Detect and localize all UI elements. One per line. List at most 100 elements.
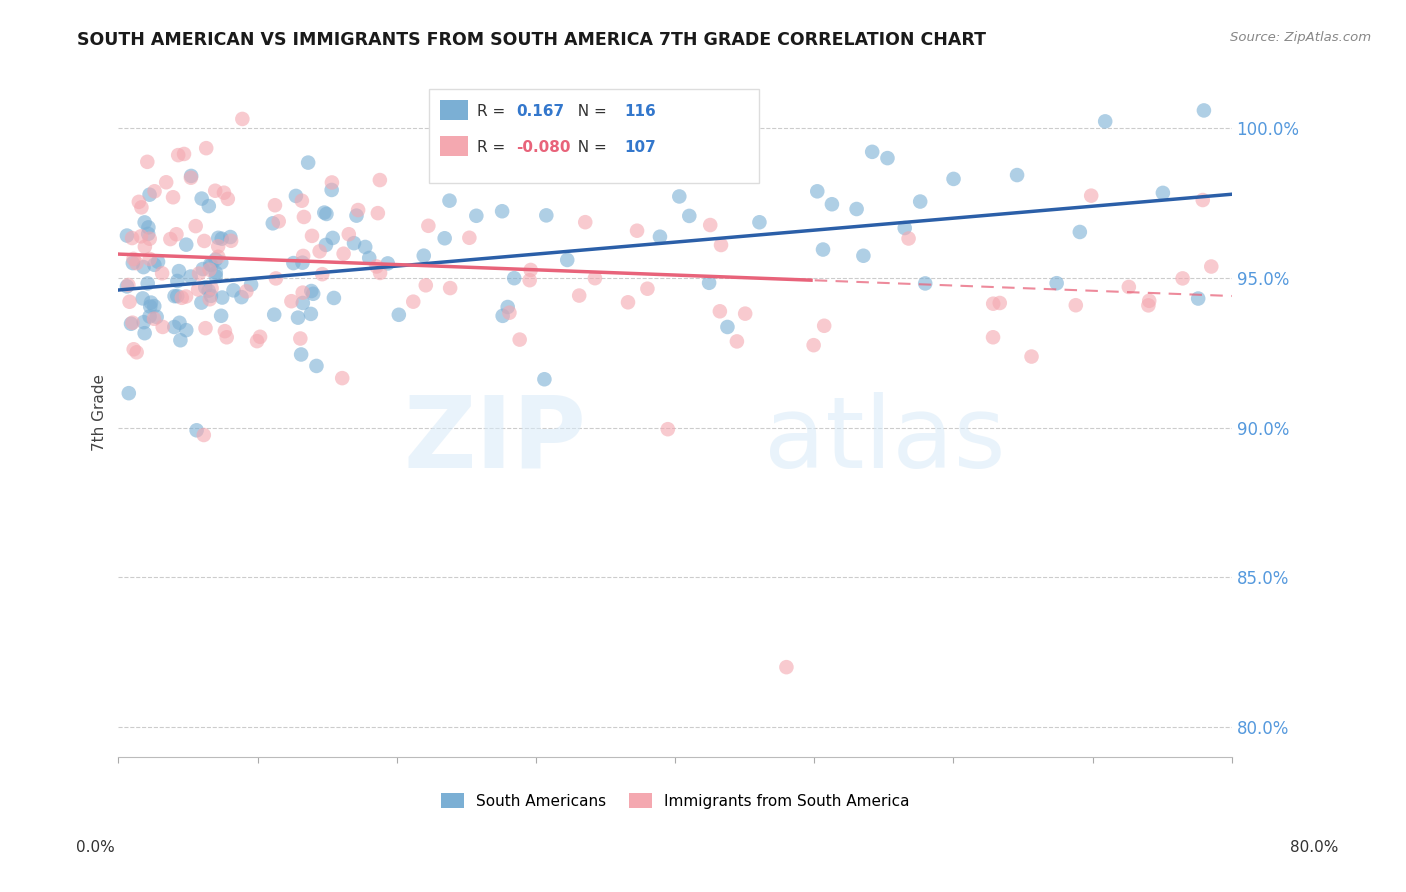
- Point: [458, 231, 481, 245]
- Point: [346, 209, 368, 223]
- Point: [143, 258, 166, 272]
- Point: [121, 231, 143, 245]
- Point: [215, 330, 238, 344]
- Point: [125, 256, 148, 270]
- Point: [498, 306, 520, 320]
- Point: [187, 283, 209, 297]
- Point: [136, 154, 159, 169]
- Point: [503, 271, 526, 285]
- Point: [725, 334, 748, 349]
- Point: [291, 296, 314, 310]
- Point: [184, 219, 207, 233]
- Point: [491, 204, 513, 219]
- Point: [322, 291, 344, 305]
- Point: [163, 289, 186, 303]
- Point: [290, 347, 312, 361]
- Point: [212, 186, 235, 200]
- Point: [174, 289, 197, 303]
- Point: [716, 320, 738, 334]
- Point: [388, 308, 411, 322]
- Point: [343, 236, 366, 251]
- Point: [198, 199, 221, 213]
- Point: [211, 291, 233, 305]
- Point: [291, 194, 314, 208]
- Point: [115, 228, 138, 243]
- Point: [219, 230, 242, 244]
- Point: [262, 216, 284, 230]
- Point: [209, 255, 232, 269]
- Point: [207, 250, 229, 264]
- Point: [162, 190, 184, 204]
- Text: 0.167: 0.167: [516, 104, 564, 119]
- Point: [209, 309, 232, 323]
- Point: [433, 231, 456, 245]
- Point: [152, 320, 174, 334]
- Text: 107: 107: [624, 140, 657, 154]
- Point: [264, 271, 287, 285]
- Point: [120, 317, 142, 331]
- Point: [115, 279, 138, 293]
- Point: [354, 240, 377, 254]
- Point: [1191, 193, 1213, 207]
- Point: [583, 271, 606, 285]
- Point: [284, 189, 307, 203]
- Point: [1137, 293, 1160, 308]
- Point: [299, 307, 322, 321]
- Point: [308, 244, 330, 259]
- Point: [240, 277, 263, 292]
- Point: [337, 227, 360, 242]
- Point: [134, 215, 156, 229]
- Point: [368, 173, 391, 187]
- Point: [138, 232, 160, 246]
- Point: [197, 284, 219, 298]
- Point: [129, 229, 152, 244]
- Point: [860, 145, 883, 159]
- Point: [914, 277, 936, 291]
- Text: R =: R =: [477, 104, 510, 119]
- Point: [492, 309, 515, 323]
- Point: [191, 262, 214, 277]
- Point: [121, 256, 143, 270]
- Text: 80.0%: 80.0%: [1291, 840, 1339, 855]
- Point: [121, 316, 143, 330]
- Point: [174, 237, 197, 252]
- Point: [287, 310, 309, 325]
- Point: [193, 234, 215, 248]
- Point: [173, 147, 195, 161]
- Point: [297, 155, 319, 169]
- Point: [155, 175, 177, 189]
- Legend: South Americans, Immigrants from South America: South Americans, Immigrants from South A…: [434, 787, 915, 814]
- Point: [180, 170, 202, 185]
- Point: [1069, 225, 1091, 239]
- Point: [291, 285, 314, 300]
- Point: [136, 277, 159, 291]
- Point: [402, 294, 425, 309]
- Point: [315, 207, 337, 221]
- Point: [291, 256, 314, 270]
- Point: [893, 221, 915, 235]
- Text: 116: 116: [624, 104, 657, 119]
- Text: R =: R =: [477, 140, 510, 154]
- Point: [617, 295, 640, 310]
- Point: [359, 251, 381, 265]
- Point: [200, 258, 222, 272]
- Point: [811, 243, 834, 257]
- Point: [710, 238, 733, 252]
- Point: [697, 276, 720, 290]
- Point: [139, 252, 162, 266]
- Point: [170, 291, 193, 305]
- Point: [748, 215, 770, 229]
- Point: [180, 169, 202, 183]
- Point: [138, 310, 160, 324]
- Point: [876, 151, 898, 165]
- Point: [235, 285, 257, 299]
- Point: [222, 284, 245, 298]
- Point: [1137, 298, 1160, 312]
- Point: [138, 220, 160, 235]
- Point: [1152, 186, 1174, 200]
- Point: [302, 286, 325, 301]
- Text: Source: ZipAtlas.com: Source: ZipAtlas.com: [1230, 31, 1371, 45]
- Point: [439, 281, 461, 295]
- Point: [292, 249, 315, 263]
- Point: [321, 176, 343, 190]
